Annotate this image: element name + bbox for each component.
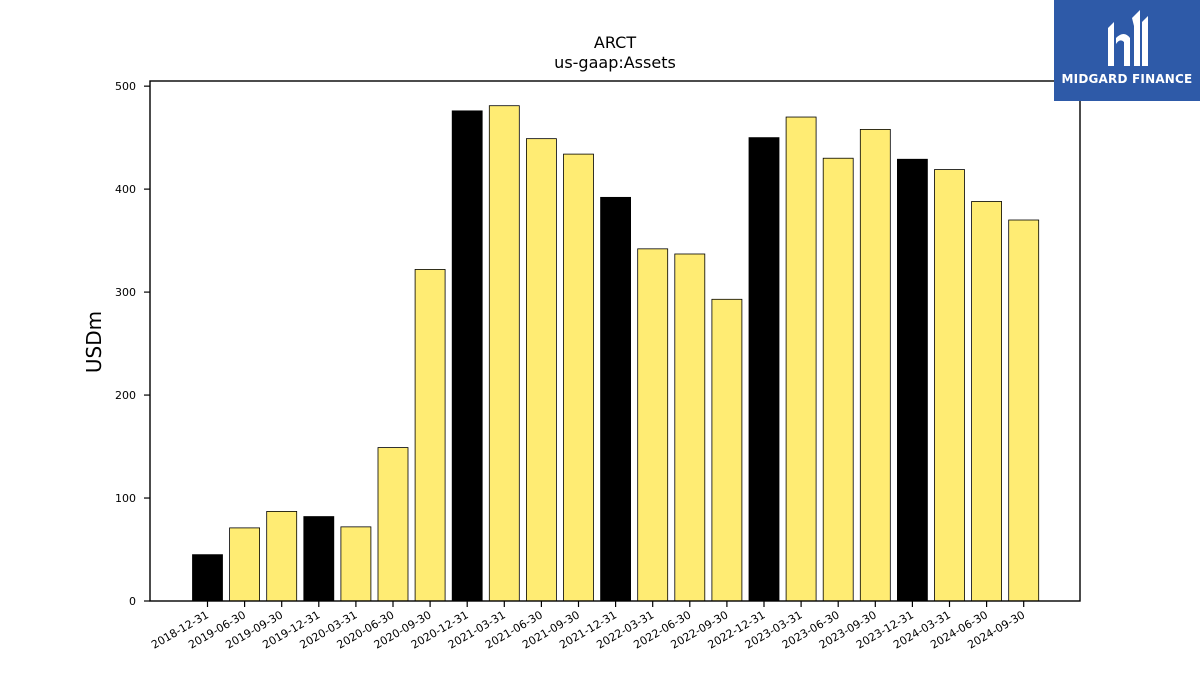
bar-2022-09-30 — [711, 298, 743, 602]
bar-2024-06-30 — [971, 201, 1002, 602]
y-tick-label: 500 — [115, 80, 136, 93]
y-axis: 0 100 200 300 400 500 — [115, 80, 150, 608]
y-tick-label: 400 — [115, 183, 136, 196]
x-axis: 2018-12-312019-06-302019-09-302019-12-31… — [149, 601, 1027, 652]
bar-2022-03-31 — [637, 248, 669, 602]
bar-2021-12-31 — [600, 196, 631, 602]
bar-2021-03-31 — [488, 105, 520, 602]
brand-logo: MIDGARD FINANCE — [1054, 0, 1200, 101]
bar-2023-12-31 — [897, 158, 928, 602]
bar-2021-06-30 — [526, 138, 557, 602]
bar-2019-06-30 — [229, 527, 261, 602]
bar-2024-09-30 — [1008, 219, 1040, 602]
bar-2019-09-30 — [266, 511, 298, 602]
brand-name: MIDGARD FINANCE — [1061, 72, 1193, 86]
chart-title: ARCT — [594, 33, 636, 52]
y-axis-label: USDm — [82, 311, 106, 373]
bars-group — [192, 105, 1040, 602]
bar-2020-09-30 — [414, 269, 446, 602]
bar-2020-06-30 — [377, 447, 409, 602]
bar-2020-03-31 — [340, 526, 372, 602]
bar-2018-12-31 — [192, 554, 223, 602]
plot-frame — [149, 80, 1081, 602]
y-tick-label: 300 — [115, 286, 136, 299]
bar-2021-09-30 — [563, 153, 594, 602]
bar-2022-12-31 — [748, 137, 780, 602]
bar-2024-03-31 — [934, 169, 965, 602]
midgard-logo-icon — [1108, 10, 1148, 66]
bar-2020-12-31 — [451, 110, 483, 602]
bar-2019-12-31 — [303, 516, 335, 602]
y-tick-label: 200 — [115, 389, 136, 402]
y-tick-label: 100 — [115, 492, 136, 505]
bar-2022-06-30 — [674, 253, 706, 602]
chart-subtitle: us-gaap:Assets — [554, 53, 676, 72]
y-tick-label: 0 — [129, 595, 136, 608]
bar-2023-06-30 — [822, 157, 854, 602]
bar-2023-09-30 — [859, 128, 891, 602]
bar-2023-03-31 — [785, 116, 817, 602]
